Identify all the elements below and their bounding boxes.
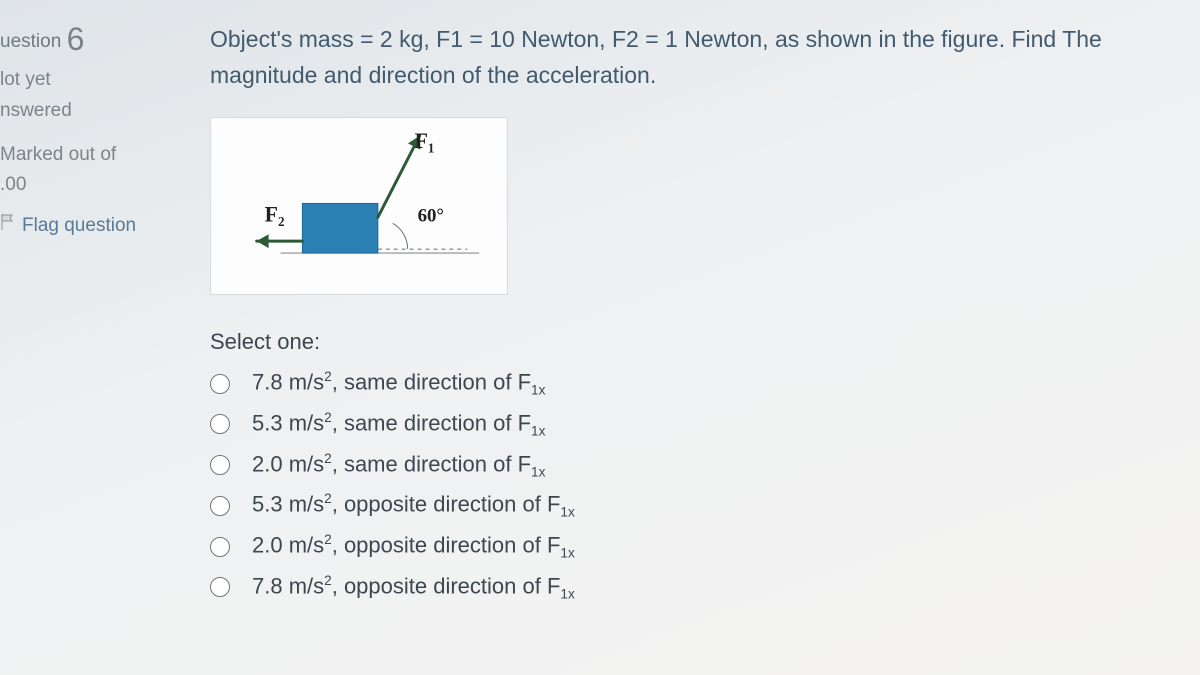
question-number: uestion 6 [0,14,162,65]
answer-option[interactable]: 5.3 m/s2, same direction of F1x [210,410,1170,439]
answer-radio[interactable] [210,537,230,557]
flag-icon [0,211,16,241]
answer-radio[interactable] [210,414,230,434]
svg-text:60°: 60° [418,206,444,227]
marked-out-of-label: Marked out of [0,140,162,170]
answer-option[interactable]: 7.8 m/s2, opposite direction of F1x [210,573,1170,602]
flag-question-label: Flag question [22,211,136,241]
answer-options: 7.8 m/s2, same direction of F1x 5.3 m/s2,… [210,369,1170,601]
answer-option[interactable]: 2.0 m/s2, same direction of F1x [210,451,1170,480]
force-diagram: F₁ F₂ 60° [210,117,508,295]
question-sidebar: uestion 6 lot yet nswered Marked out of … [0,0,170,675]
answer-radio[interactable] [210,374,230,394]
answer-option[interactable]: 7.8 m/s2, same direction of F1x [210,369,1170,398]
points-value: .00 [0,170,162,200]
answer-text: 7.8 m/s2, opposite direction of F1x [252,573,575,602]
status-line-1: lot yet [0,65,162,95]
question-number-value: 6 [67,21,85,57]
svg-text:F₁: F₁ [415,129,435,153]
svg-text:F₂: F₂ [265,203,285,227]
answer-text: 7.8 m/s2, same direction of F1x [252,369,545,398]
answer-option[interactable]: 5.3 m/s2, opposite direction of F1x [210,491,1170,520]
question-main: Object's mass = 2 kg, F1 = 10 Newton, F2… [170,0,1200,675]
select-one-label: Select one: [210,329,1170,355]
question-prefix: uestion [0,31,61,52]
flag-question-link[interactable]: Flag question [0,211,162,241]
answer-text: 5.3 m/s2, opposite direction of F1x [252,491,575,520]
status-line-2: nswered [0,96,162,126]
answer-text: 5.3 m/s2, same direction of F1x [252,410,545,439]
answer-option[interactable]: 2.0 m/s2, opposite direction of F1x [210,532,1170,561]
answer-text: 2.0 m/s2, same direction of F1x [252,451,545,480]
answer-radio[interactable] [210,455,230,475]
question-text-line1: Object's mass = 2 kg, F1 = 10 Newton, F2… [210,26,1102,52]
answer-text: 2.0 m/s2, opposite direction of F1x [252,532,575,561]
answer-radio[interactable] [210,577,230,597]
answer-radio[interactable] [210,496,230,516]
question-text: Object's mass = 2 kg, F1 = 10 Newton, F2… [210,22,1140,93]
question-text-line2: magnitude and direction of the accelerat… [210,62,656,88]
